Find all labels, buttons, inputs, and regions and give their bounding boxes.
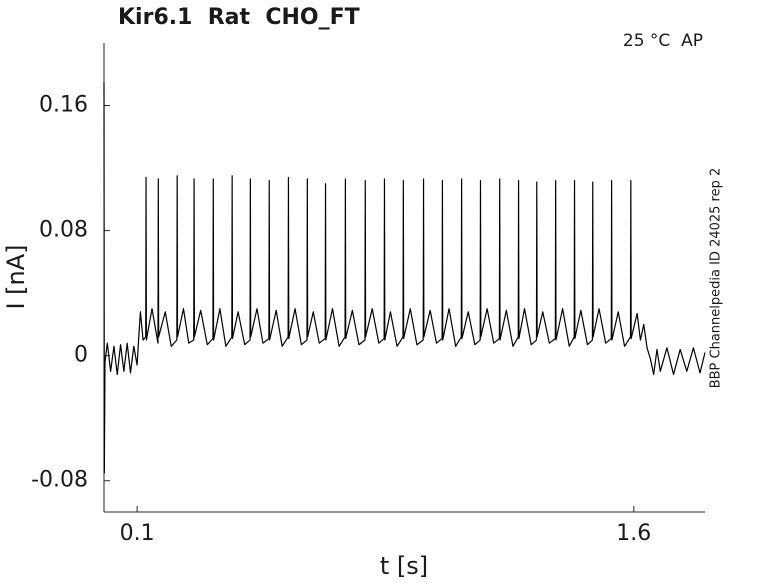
x-tick-label: 1.6 xyxy=(616,521,651,546)
y-tick-label: 0 xyxy=(74,343,88,368)
side-note: BBP Channelpedia ID 24025 rep 2 xyxy=(709,168,724,389)
x-axis-label: t [s] xyxy=(380,552,428,580)
trace-line xyxy=(103,82,706,474)
y-tick-label: -0.08 xyxy=(31,468,88,493)
y-tick-label: 0.16 xyxy=(39,93,88,118)
y-axis-label: I [nA] xyxy=(2,244,30,309)
x-tick-label: 0.1 xyxy=(120,521,155,546)
chart-title: Kir6.1 Rat CHO_FT xyxy=(118,5,360,30)
y-tick-label: 0.08 xyxy=(39,218,88,243)
annotation: 25 °C AP xyxy=(623,31,703,51)
